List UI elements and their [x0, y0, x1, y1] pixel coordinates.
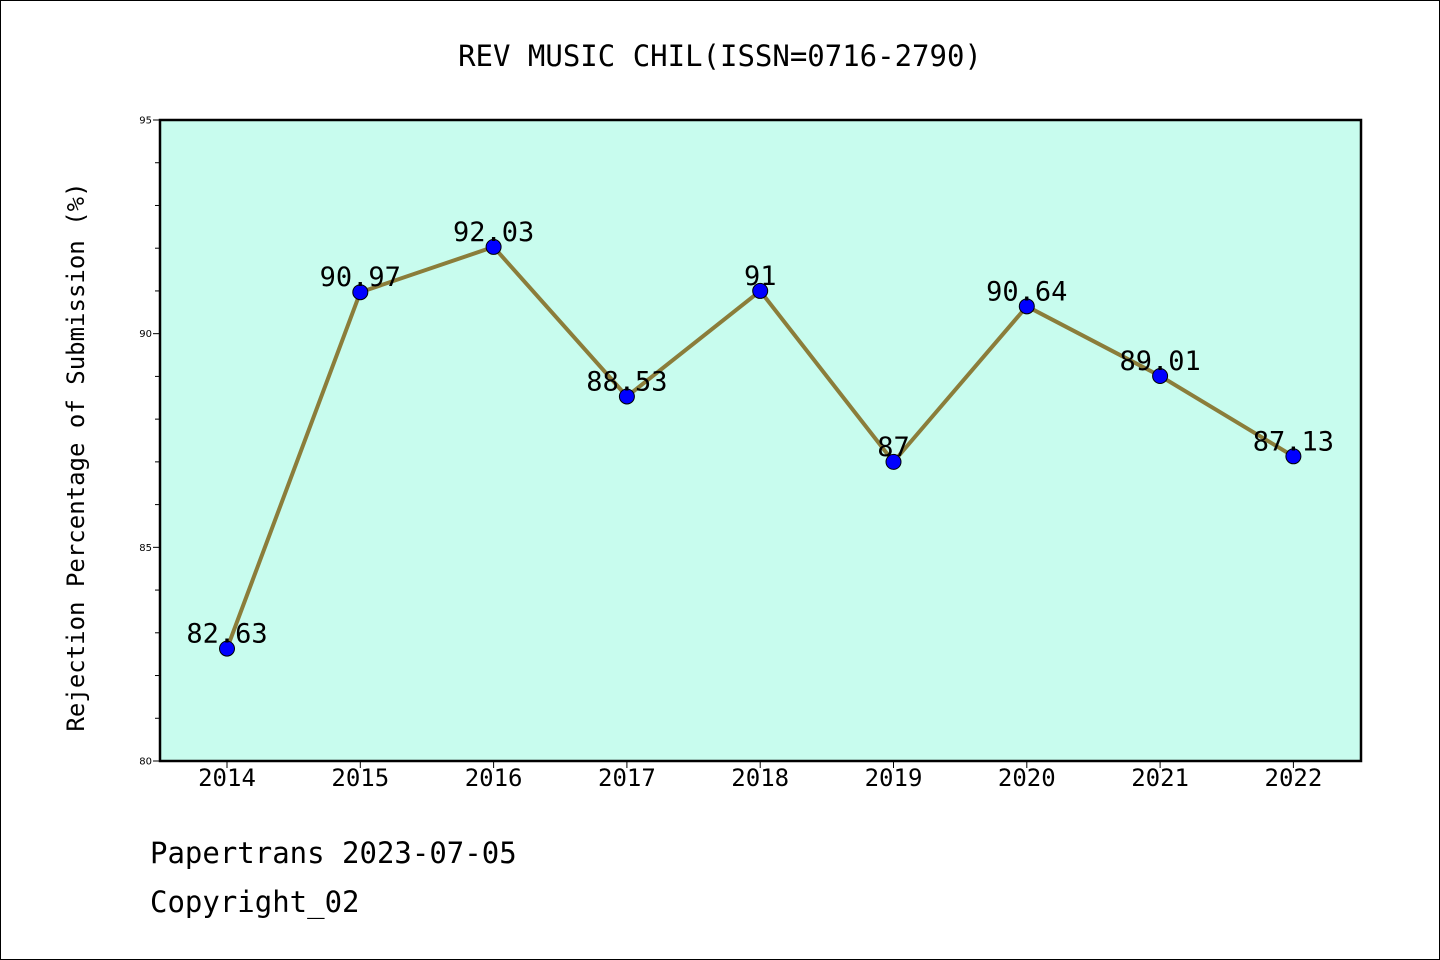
- data-label: 89.01: [1119, 346, 1200, 377]
- data-point: [219, 640, 235, 657]
- data-point: [1285, 448, 1302, 465]
- y-tick-label: 85: [139, 543, 152, 554]
- x-tick-label: 2016: [465, 764, 523, 792]
- plot-area: [160, 120, 1361, 761]
- y-axis-label: Rejection Percentage of Submission (%): [62, 182, 90, 731]
- x-tick-label: 2017: [598, 764, 656, 792]
- data-point: [1152, 367, 1169, 384]
- y-tick-label: 80: [139, 757, 152, 768]
- data-point: [885, 453, 902, 470]
- y-tick-label: 95: [139, 116, 152, 127]
- axis-ticks: 80 85 90 95 2014 2015 2016 2017 2018 2019 2020 2021…: [139, 116, 1322, 793]
- data-point: [1018, 298, 1035, 315]
- x-tick-label: 2019: [865, 764, 923, 792]
- data-label: 87: [877, 432, 910, 463]
- data-label: 92.03: [453, 217, 534, 248]
- footer-date: Papertrans 2023-07-05: [150, 836, 517, 870]
- x-tick-label: 2022: [1265, 764, 1323, 792]
- chart-title: REV MUSIC CHIL(ISSN=0716-2790): [458, 39, 982, 73]
- data-label: 82.63: [186, 619, 267, 650]
- data-point: [352, 284, 369, 301]
- data-point: [485, 238, 502, 255]
- data-label: 91: [744, 261, 777, 292]
- data-label: 90.64: [986, 276, 1067, 307]
- x-tick-label: 2015: [331, 764, 389, 792]
- x-tick-label: 2018: [731, 764, 789, 792]
- x-tick-label: 2020: [998, 764, 1056, 792]
- data-labels-group: 82.63 90.97 92.03 88.53 91 87 90.64 89.01 87.13: [186, 217, 1334, 650]
- data-label: 88.53: [586, 366, 667, 397]
- y-tick-label: 90: [139, 329, 152, 340]
- x-tick-label: 2021: [1131, 764, 1189, 792]
- data-label: 87.13: [1253, 426, 1334, 457]
- footer-copyright: Copyright_02: [150, 885, 360, 919]
- data-point: [618, 388, 635, 405]
- plot-border: [158, 118, 1363, 763]
- data-label: 90.97: [320, 262, 401, 293]
- data-point: [752, 282, 769, 299]
- series-line-group: [219, 238, 1302, 657]
- x-tick-label: 2014: [198, 764, 256, 792]
